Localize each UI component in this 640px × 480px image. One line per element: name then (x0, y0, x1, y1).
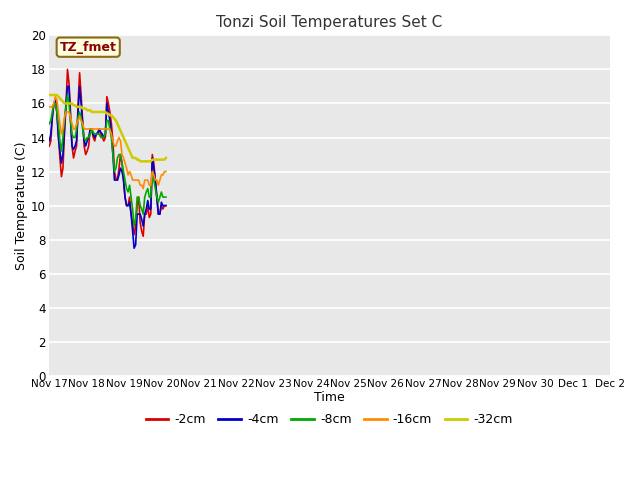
-32cm (65, 101, 73, 107)
-4cm (63, 84, 71, 89)
-4cm (53, 109, 61, 115)
-2cm (106, 109, 114, 115)
-32cm (53, 92, 61, 98)
-8cm (53, 109, 61, 115)
-8cm (132, 216, 140, 222)
-2cm (131, 232, 138, 238)
-16cm (85, 126, 93, 132)
-2cm (85, 143, 93, 149)
-8cm (131, 223, 138, 229)
-4cm (162, 203, 170, 208)
-2cm (97, 131, 104, 137)
-2cm (45, 143, 53, 149)
Line: -4cm: -4cm (49, 86, 166, 248)
-16cm (131, 177, 138, 183)
-16cm (54, 109, 62, 115)
-4cm (132, 242, 140, 248)
Title: Tonzi Soil Temperatures Set C: Tonzi Soil Temperatures Set C (216, 15, 442, 30)
-8cm (63, 92, 71, 98)
-16cm (52, 94, 60, 99)
-8cm (97, 134, 104, 140)
-2cm (67, 109, 74, 115)
-32cm (162, 155, 170, 161)
-4cm (67, 118, 74, 123)
Text: TZ_fmet: TZ_fmet (60, 41, 116, 54)
-32cm (104, 111, 112, 117)
-32cm (95, 109, 103, 115)
-8cm (67, 118, 74, 123)
-4cm (85, 134, 93, 140)
-2cm (53, 109, 61, 115)
-16cm (140, 186, 147, 192)
-32cm (83, 108, 91, 113)
-8cm (45, 121, 53, 127)
X-axis label: Time: Time (314, 392, 345, 405)
-32cm (129, 155, 136, 161)
-16cm (67, 114, 74, 120)
Line: -32cm: -32cm (49, 95, 166, 161)
-8cm (106, 126, 114, 132)
-2cm (140, 233, 147, 239)
-8cm (162, 194, 170, 200)
-2cm (63, 67, 71, 72)
Line: -16cm: -16cm (49, 96, 166, 189)
Line: -8cm: -8cm (49, 95, 166, 226)
Legend: -2cm, -4cm, -8cm, -16cm, -32cm: -2cm, -4cm, -8cm, -16cm, -32cm (141, 408, 518, 431)
-4cm (131, 245, 138, 251)
-16cm (106, 126, 114, 132)
-4cm (106, 118, 114, 123)
-32cm (45, 92, 53, 98)
-4cm (45, 138, 53, 144)
-16cm (97, 126, 104, 132)
-2cm (162, 203, 170, 208)
-16cm (45, 104, 53, 110)
-32cm (136, 158, 144, 164)
-4cm (97, 130, 104, 135)
Y-axis label: Soil Temperature (C): Soil Temperature (C) (15, 142, 28, 270)
Line: -2cm: -2cm (49, 70, 166, 236)
-8cm (85, 134, 93, 140)
-16cm (162, 168, 170, 174)
